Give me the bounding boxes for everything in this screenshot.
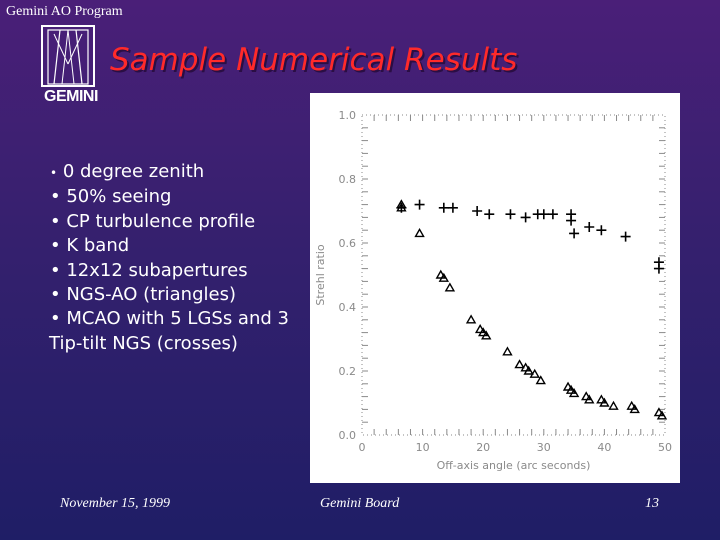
strehl-chart: 0 10 20 30 40 50 0.0 0.2 0.4 0.6 0.8 1.0 Off-axis an…: [314, 109, 672, 472]
triangle-point: [535, 375, 546, 385]
cross-point: [569, 228, 580, 239]
triangle-point: [435, 269, 446, 279]
triangle-point: [514, 359, 525, 369]
triangle-point: [584, 394, 595, 404]
bullet-item: • 12x12 subapertures: [50, 259, 248, 281]
triangle-point: [581, 391, 592, 401]
cross-point: [438, 202, 449, 213]
cross-point: [484, 209, 495, 220]
triangle-point: [477, 327, 489, 337]
cross-point: [505, 209, 516, 220]
y-tick-label: 0.6: [339, 237, 357, 250]
triangle-point: [438, 272, 450, 282]
bullet-item: • NGS-AO (triangles): [50, 284, 236, 306]
triangle-point: [599, 397, 610, 407]
triangle-point: [414, 227, 425, 238]
chart-panel: 0 10 20 30 40 50 0.0 0.2 0.4 0.6 0.8 1.0 Off-axis an…: [310, 93, 680, 483]
triangle-point: [653, 407, 665, 417]
triangle-point: [465, 314, 477, 324]
triangle-point: [474, 323, 486, 334]
y-axis-label: Strehl ratio: [314, 244, 327, 306]
x-tick-label: 0: [359, 441, 366, 454]
triangle-point: [444, 282, 456, 292]
bullet-item: • CP turbulence profile: [50, 210, 256, 232]
triangle-point: [626, 400, 637, 410]
triangle-point: [629, 403, 640, 414]
triangle-point: [529, 368, 540, 378]
cross-point: [396, 202, 407, 213]
cross-point: [414, 199, 425, 210]
y-tick-label: 1.0: [339, 109, 357, 122]
triangle-point: [608, 400, 619, 410]
bullet-item: • 0 degree zenith: [50, 161, 205, 182]
bullet-list: • 0 degree zenith • 50% seeing • CP turb…: [49, 160, 310, 356]
cross-point: [472, 206, 483, 216]
x-tick-label: 50: [658, 441, 672, 454]
bullet-item: • 50% seeing: [50, 186, 172, 208]
plot-frame: [361, 114, 666, 436]
bullet-item: • K band: [50, 235, 130, 257]
cross-point: [566, 215, 577, 226]
bullet-item: Tip-tilt NGS (crosses): [49, 332, 238, 354]
triangle-point: [562, 381, 574, 391]
triangle-point: [596, 394, 607, 404]
x-tick-label: 40: [597, 441, 611, 454]
triangle-point: [565, 384, 577, 394]
triangle-point: [481, 330, 492, 340]
cross-point: [520, 212, 531, 223]
cross-point: [447, 202, 458, 213]
logo-wordmark: GEMINI: [44, 88, 98, 105]
cross-point: [596, 225, 607, 236]
x-tick-label: 30: [537, 441, 551, 454]
footer-date: November 15, 1999: [60, 496, 171, 511]
y-tick-label: 0.0: [339, 429, 357, 442]
y-tick-label: 0.2: [339, 365, 357, 378]
x-tick-label: 20: [476, 441, 490, 454]
triangle-point: [520, 362, 531, 372]
triangle-point: [502, 346, 513, 356]
triangle-point: [656, 410, 668, 420]
page-number: 13: [645, 496, 659, 511]
slide-title: Sample Numerical Results: [110, 42, 518, 78]
triangle-point: [523, 365, 534, 375]
gemini-logo: [41, 25, 95, 87]
y-tick-label: 0.8: [339, 173, 357, 186]
cross-point: [547, 209, 558, 220]
cross-point: [620, 231, 631, 242]
x-tick-label: 10: [416, 441, 430, 454]
x-axis-label: Off-axis angle (arc seconds): [437, 459, 591, 472]
triangle-point: [568, 387, 580, 398]
program-name: Gemini AO Program: [6, 4, 123, 19]
footer-venue: Gemini Board: [320, 496, 400, 511]
bullet-item: • MCAO with 5 LGSs and 3: [50, 308, 289, 330]
cross-point: [653, 263, 664, 274]
y-tick-label: 0.4: [339, 301, 357, 314]
cross-point: [538, 209, 549, 220]
cross-point: [584, 222, 595, 232]
